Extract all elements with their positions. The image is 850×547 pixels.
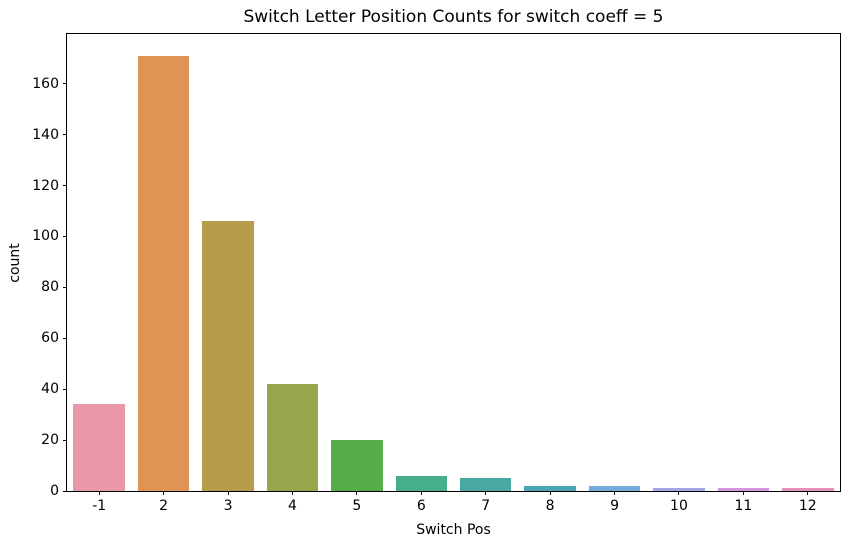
x-tick-label: 10 <box>670 498 688 514</box>
x-tick-mark <box>163 491 165 495</box>
x-tick-mark <box>485 491 487 495</box>
x-tick-label: 9 <box>610 498 619 514</box>
x-tick-mark <box>614 491 616 495</box>
y-tick-label: 40 <box>41 381 59 398</box>
bar-3 <box>202 221 254 491</box>
bar-7 <box>459 478 512 491</box>
y-tick-mark <box>63 388 67 390</box>
y-tick-label: 60 <box>41 330 59 347</box>
y-tick-mark <box>63 439 67 441</box>
y-axis-label: count <box>7 243 23 283</box>
plot-area: 0 20 40 60 80 100 120 140 160 -1 2 3 4 5 6 7 8 9 10 11 12 <box>32 33 841 514</box>
y-tick-label: 100 <box>32 228 59 245</box>
x-tick-label: 2 <box>159 498 169 514</box>
x-tick-mark <box>742 491 744 495</box>
y-tick-mark <box>63 185 67 187</box>
x-tick-label: -1 <box>92 498 107 514</box>
y-tick-label: 160 <box>32 75 59 92</box>
bar-12 <box>782 488 834 491</box>
y-tick-label: 0 <box>50 483 59 499</box>
y-tick-mark <box>63 134 67 136</box>
x-tick-label: 8 <box>545 498 555 514</box>
x-tick-mark <box>420 491 422 495</box>
y-tick-label: 140 <box>32 126 59 143</box>
x-tick-mark <box>98 491 100 495</box>
x-tick-label: 11 <box>734 498 753 514</box>
y-tick-mark <box>63 83 67 85</box>
x-tick-label: 12 <box>798 498 817 514</box>
bar-10 <box>653 488 705 491</box>
x-tick-mark <box>356 491 358 495</box>
bar--1 <box>73 404 125 491</box>
bar-11 <box>717 488 770 491</box>
y-tick-mark <box>63 337 67 339</box>
y-tick-label: 80 <box>41 279 59 296</box>
x-tick-label: 6 <box>416 498 426 514</box>
x-tick-mark <box>678 491 680 495</box>
chart-title: Switch Letter Position Counts for switch… <box>243 7 664 27</box>
y-tick-mark <box>63 235 67 237</box>
x-tick-label: 5 <box>352 498 362 514</box>
bar-4 <box>266 384 319 491</box>
x-axis-label: Switch Pos <box>416 522 491 538</box>
y-tick-mark <box>63 490 67 492</box>
x-tick-label: 3 <box>223 498 233 514</box>
bar-5 <box>331 440 383 491</box>
x-tick-mark <box>807 491 809 495</box>
x-tick-label: 7 <box>481 498 491 514</box>
x-tick-mark <box>549 491 551 495</box>
y-tick-label: 120 <box>32 177 59 194</box>
bar-9 <box>588 485 641 491</box>
x-tick-label: 4 <box>287 498 297 514</box>
bar-6 <box>395 475 448 491</box>
y-tick-label: 20 <box>41 432 59 449</box>
bar-8 <box>524 485 576 491</box>
y-tick-mark <box>63 286 67 288</box>
bar-2 <box>137 55 190 491</box>
x-tick-mark <box>291 491 293 495</box>
x-tick-mark <box>227 491 229 495</box>
